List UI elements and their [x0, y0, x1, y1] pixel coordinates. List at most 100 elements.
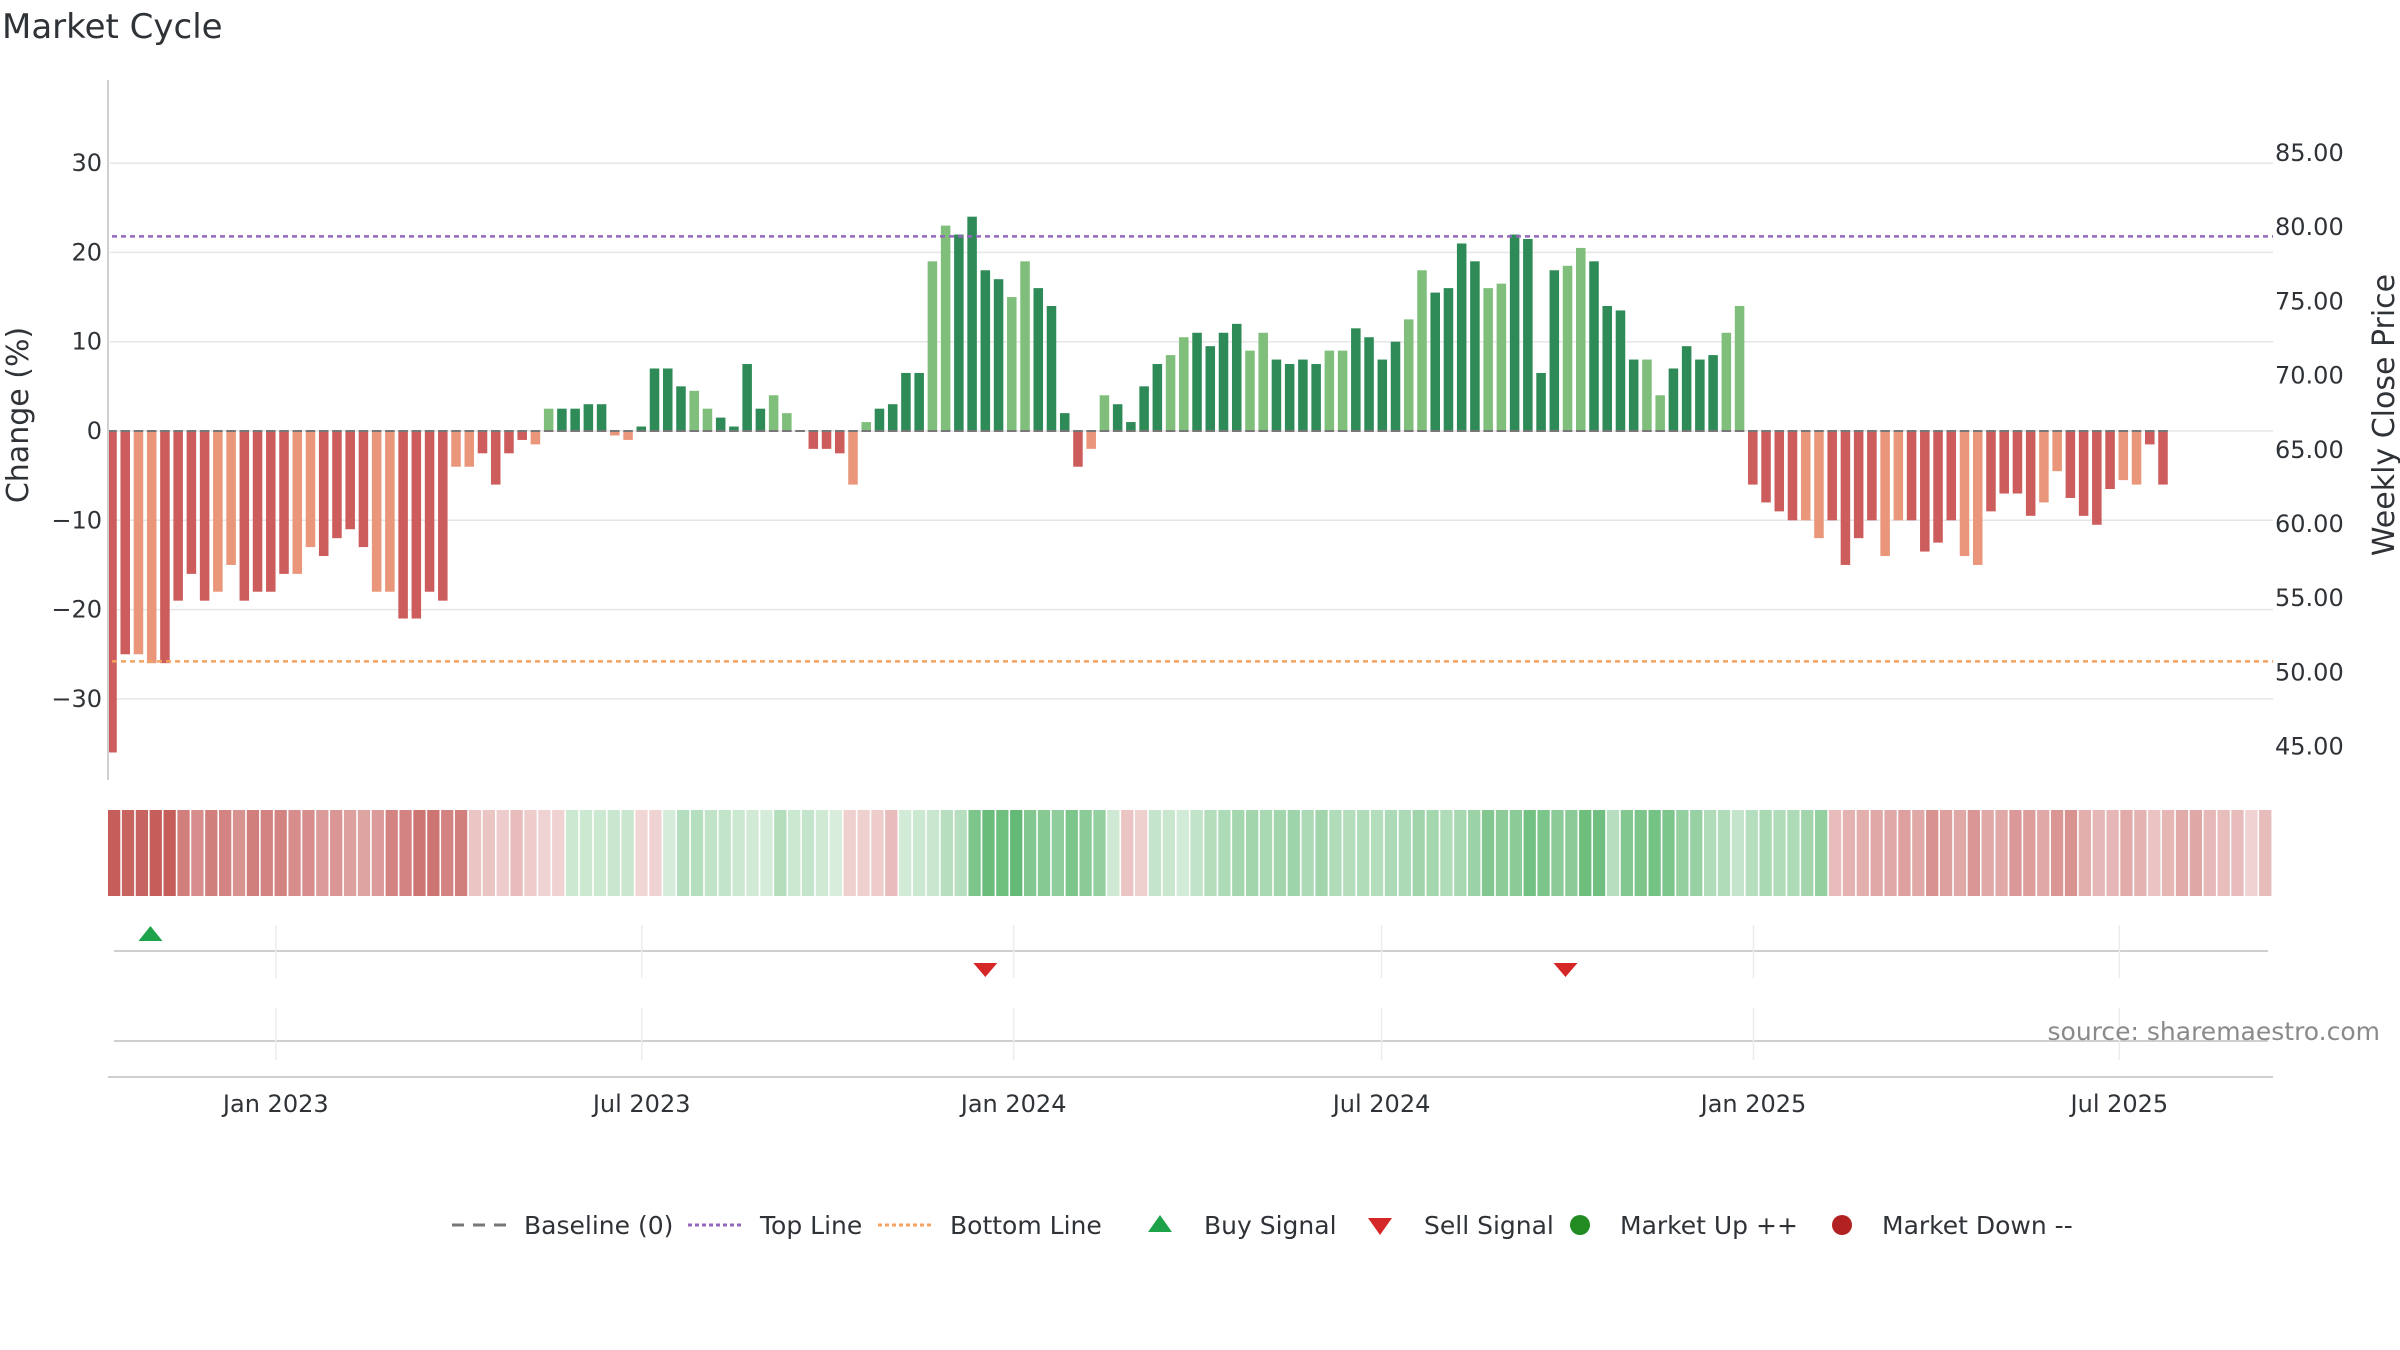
- change-bar: [411, 431, 422, 619]
- heat-cell: [649, 810, 662, 896]
- heat-cell: [954, 810, 967, 896]
- change-bar: [1231, 323, 1242, 431]
- heat-cell: [413, 810, 426, 896]
- change-bar: [874, 408, 885, 431]
- change-bar: [2145, 431, 2155, 445]
- change-bar: [1483, 288, 1493, 431]
- change-bar: [1192, 332, 1202, 431]
- change-bar: [1536, 372, 1546, 431]
- change-bar: [887, 404, 898, 431]
- heat-cell: [1162, 810, 1176, 896]
- change-bar: [2092, 431, 2102, 525]
- change-bar: [2065, 431, 2076, 498]
- change-bar: [1179, 337, 1189, 431]
- sell-signal-marker: [973, 963, 998, 977]
- left-tick-label: 10: [71, 328, 102, 356]
- heat-cell: [1176, 810, 1189, 896]
- heat-cell: [1190, 810, 1203, 896]
- change-bar: [107, 431, 117, 753]
- heat-cell: [2161, 810, 2175, 896]
- heat-cell: [801, 810, 815, 896]
- legend-label: Buy Signal: [1204, 1211, 1337, 1240]
- change-bar: [292, 431, 303, 574]
- heat-cell: [1551, 810, 1564, 896]
- heat-cell: [2259, 810, 2272, 896]
- change-bar: [213, 431, 223, 592]
- heat-cell: [399, 810, 412, 896]
- change-bar: [821, 431, 832, 449]
- heat-cell: [677, 810, 690, 896]
- heat-cell: [1343, 810, 1356, 896]
- heat-cell: [1926, 810, 1939, 896]
- heat-cell: [1440, 810, 1453, 896]
- heat-cell: [982, 810, 995, 896]
- change-bar: [173, 431, 183, 601]
- heat-cell: [2064, 810, 2078, 896]
- heat-cell: [1412, 810, 1425, 896]
- heat-cell: [1218, 810, 1231, 896]
- heat-cell: [774, 810, 787, 896]
- heat-cell: [1134, 810, 1148, 896]
- change-bar: [239, 431, 250, 601]
- change-bar: [477, 431, 488, 454]
- change-bar: [1576, 247, 1586, 431]
- change-bar: [543, 408, 554, 431]
- heat-cell: [1662, 810, 1675, 896]
- change-bar: [1549, 270, 1560, 431]
- heat-cell: [857, 810, 870, 896]
- change-bar: [1761, 431, 1771, 503]
- change-bar: [226, 431, 236, 565]
- heat-cell: [1454, 810, 1467, 896]
- heat-cell: [1398, 810, 1411, 896]
- heat-cell: [205, 810, 218, 896]
- change-bar: [398, 431, 408, 619]
- change-bar: [1271, 359, 1282, 431]
- heat-cell: [1426, 810, 1439, 896]
- change-bar: [133, 431, 144, 655]
- heat-cell: [829, 810, 842, 896]
- change-bar: [610, 431, 620, 436]
- heat-cell: [912, 810, 926, 896]
- change-bar: [1602, 305, 1613, 431]
- heat-cell: [1523, 810, 1536, 896]
- change-bar: [1880, 431, 1890, 557]
- source-note: source: sharemaestro.com: [2048, 1017, 2381, 1046]
- heat-cell: [2009, 810, 2022, 896]
- heat-cell: [2120, 810, 2133, 896]
- x-tick-label: Jan 2025: [1699, 1090, 1807, 1118]
- change-bar: [1668, 368, 1679, 431]
- change-bar: [768, 395, 779, 431]
- change-bar: [385, 431, 395, 592]
- heat-cell: [1273, 810, 1287, 896]
- heat-cell: [552, 810, 565, 896]
- change-bar: [715, 417, 726, 431]
- legend-label: Sell Signal: [1424, 1211, 1554, 1240]
- heat-cell: [926, 810, 940, 896]
- heat-cell: [1759, 810, 1772, 896]
- heat-cell: [163, 810, 176, 896]
- change-bar: [2105, 431, 2115, 490]
- right-tick-label: 85.00: [2275, 139, 2344, 167]
- change-bar: [1853, 431, 1864, 539]
- change-bar: [649, 368, 660, 431]
- x-tick-label: Jan 2024: [959, 1090, 1067, 1118]
- heat-cell: [760, 810, 773, 896]
- heat-cell: [1842, 810, 1856, 896]
- heat-cell: [177, 810, 190, 896]
- heat-cell: [1953, 810, 1967, 896]
- heat-cell: [1787, 810, 1800, 896]
- change-bar: [1099, 395, 1110, 431]
- change-bar: [199, 431, 210, 601]
- heat-cell: [1023, 810, 1037, 896]
- heat-cell: [1287, 810, 1300, 896]
- heat-cell: [1232, 810, 1245, 896]
- change-bar: [1972, 431, 1983, 565]
- heat-cell: [1481, 810, 1495, 896]
- heat-cell: [288, 810, 301, 896]
- heat-cell: [579, 810, 593, 896]
- heat-cell: [1884, 810, 1897, 896]
- chart-title: Market Cycle: [2, 7, 223, 47]
- change-bar: [345, 431, 355, 530]
- heat-cell: [232, 810, 246, 896]
- heat-cell: [1745, 810, 1758, 896]
